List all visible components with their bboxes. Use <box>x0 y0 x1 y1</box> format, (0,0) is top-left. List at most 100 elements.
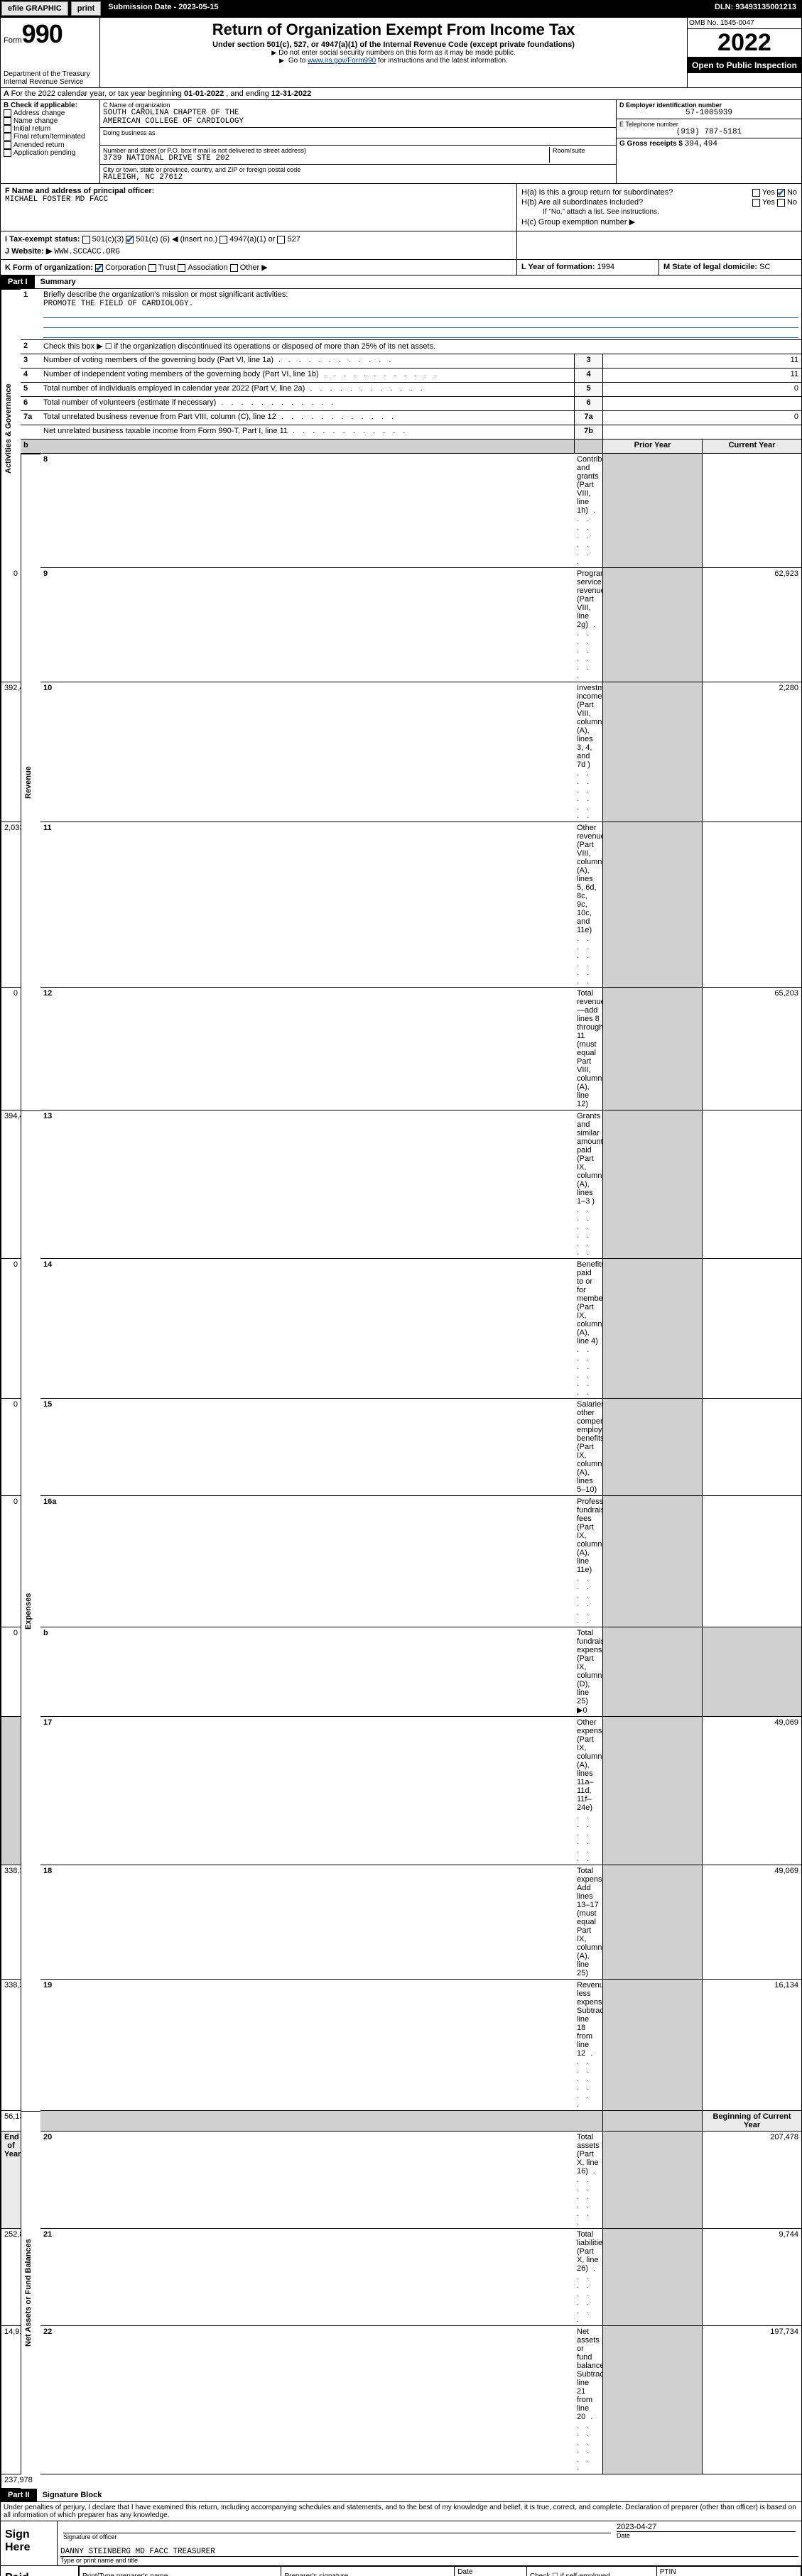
header-right: OMB No. 1545-0047 2022 Open to Public In… <box>688 18 801 87</box>
table-row: Total number of individuals employed in … <box>40 383 574 397</box>
part1-tag: Part I <box>1 275 35 288</box>
gross-value: 394,494 <box>685 140 717 148</box>
part2-header: Part II Signature Block <box>0 2489 802 2502</box>
table-row: Total liabilities (Part X, line 26) <box>574 2229 602 2326</box>
dba-label: Doing business as <box>103 129 613 136</box>
entity-block: B Check if applicable: Address change Na… <box>0 100 802 184</box>
print-button[interactable]: print <box>71 1 101 16</box>
top-bar: efile GRAPHIC print Submission Date - 20… <box>0 0 802 17</box>
officer-name: MICHAEL FOSTER MD FACC <box>5 195 512 204</box>
table-row: Other expenses (Part IX, column (A), lin… <box>574 1717 602 1865</box>
box-c: C Name of organization SOUTH CAROLINA CH… <box>100 100 617 183</box>
prep-sig-col: Preparer's signature <box>281 2567 455 2576</box>
table-row: Net unrelated business taxable income fr… <box>40 425 574 440</box>
table-row: Salaries, other compensation, employee b… <box>574 1399 602 1496</box>
section-net: Net Assets or Fund Balances <box>21 2111 40 2474</box>
table-row: Total assets (Part X, line 16) <box>574 2132 602 2229</box>
org-name-label: C Name of organization <box>103 102 613 109</box>
table-row: Total expenses. Add lines 13–17 (must eq… <box>574 1865 602 1980</box>
table-row: Total revenue—add lines 8 through 11 (mu… <box>574 988 602 1110</box>
part2-tag: Part II <box>1 2489 37 2501</box>
form-number-cell: Form990 Department of the Treasury Inter… <box>1 18 100 87</box>
signer-name-label: Type or print name and title <box>60 2557 798 2564</box>
irs-link[interactable]: www.irs.gov/Form990 <box>308 57 376 65</box>
line-a: A For the 2022 calendar year, or tax yea… <box>0 88 802 100</box>
form-title: Return of Organization Exempt From Incom… <box>103 21 684 39</box>
form-title-cell: Return of Organization Exempt From Incom… <box>100 18 688 87</box>
row-fh: F Name and address of principal officer:… <box>0 184 802 231</box>
dln: DLN: 93493135001213 <box>709 0 802 17</box>
paid-preparer-label: Paid Preparer Use Only <box>1 2566 79 2576</box>
table-row: Revenue less expenses. Subtract line 18 … <box>574 1980 602 2111</box>
row-klm: K Form of organization: Corporation Trus… <box>0 260 802 275</box>
table-row: Net assets or fund balances. Subtract li… <box>574 2326 602 2474</box>
table-row: Other revenue (Part VIII, column (A), li… <box>574 822 602 988</box>
prep-name-col: Print/Type preparer's name <box>80 2567 281 2576</box>
sig-officer-label: Signature of officer <box>63 2533 611 2540</box>
sig-date-label: Date <box>617 2532 796 2539</box>
table-row: Professional fundraising fees (Part IX, … <box>574 1496 602 1627</box>
table-row: Contributions and grants (Part VIII, lin… <box>574 454 602 568</box>
tax-year: 2022 <box>688 29 801 58</box>
summary-table: Activities & Governance 1 Briefly descri… <box>0 289 802 2489</box>
table-row: Program service revenue (Part VIII, line… <box>574 568 602 682</box>
street-value: 3739 NATIONAL DRIVE STE 202 <box>103 154 549 163</box>
col-prior: Prior Year <box>602 440 702 454</box>
box-l: L Year of formation: 1994 <box>517 260 659 275</box>
org-name-2: AMERICAN COLLEGE OF CARDIOLOGY <box>103 117 613 126</box>
goto-note: Go to www.irs.gov/Form990 for instructio… <box>103 57 684 65</box>
table-row: Benefits paid to or for members (Part IX… <box>574 1259 602 1399</box>
room-label: Room/suite <box>553 147 613 154</box>
col-boy: Beginning of Current Year <box>702 2111 801 2132</box>
website-value: WWW.SCCACC.ORG <box>54 248 119 256</box>
box-b: B Check if applicable: Address change Na… <box>1 100 100 183</box>
table-row: Investment income (Part VIII, column (A)… <box>574 682 602 822</box>
box-deg: D Employer identification number 57-1005… <box>617 100 801 183</box>
dept-label: Department of the Treasury <box>4 70 97 78</box>
col-current: Current Year <box>702 440 801 454</box>
table-row: Total unrelated business revenue from Pa… <box>40 411 574 425</box>
box-i: I Tax-exempt status: 501(c)(3) 501(c) (6… <box>5 234 512 244</box>
ein-label: D Employer identification number <box>619 102 722 109</box>
sig-date: 2023-04-27 <box>617 2523 796 2531</box>
open-inspection: Open to Public Inspection <box>688 58 801 73</box>
ein-value: 57-1005939 <box>619 109 798 117</box>
line2-text: Check this box ▶ ☐ if the organization d… <box>40 340 801 354</box>
city-value: RALEIGH, NC 27612 <box>103 173 613 182</box>
efile-button[interactable]: efile GRAPHIC <box>1 1 68 16</box>
phone-label: E Telephone number <box>619 121 798 128</box>
box-k: K Form of organization: Corporation Trus… <box>1 260 517 275</box>
box-j: J Website: ▶ WWW.SCCACC.ORG <box>5 246 512 256</box>
box-h: H(a) Is this a group return for subordin… <box>517 184 801 231</box>
table-row: Number of voting members of the governin… <box>40 354 574 369</box>
section-revenue: Revenue <box>21 454 40 1110</box>
box-f: F Name and address of principal officer:… <box>1 184 517 231</box>
section-governance: Activities & Governance <box>1 289 21 568</box>
street-label: Number and street (or P.O. box if mail i… <box>103 147 549 154</box>
sign-here-label: Sign Here <box>1 2521 58 2565</box>
row-ij: I Tax-exempt status: 501(c)(3) 501(c) (6… <box>0 231 802 260</box>
phone-value: (919) 787-5181 <box>619 128 798 136</box>
box-m: M State of legal domicile: SC <box>659 260 801 275</box>
section-expenses: Expenses <box>21 1110 40 2111</box>
part2-title: Signature Block <box>37 2489 108 2501</box>
ssn-note: Do not enter social security numbers on … <box>103 49 684 57</box>
part1-header: Part I Summary <box>0 275 802 289</box>
form-subtitle: Under section 501(c), 527, or 4947(a)(1)… <box>103 40 684 49</box>
part1-title: Summary <box>35 275 82 288</box>
line1-label: Briefly describe the organization's miss… <box>43 290 288 299</box>
sign-here-block: Sign Here Signature of officer 2023-04-2… <box>0 2521 802 2566</box>
form-header: Form990 Department of the Treasury Inter… <box>0 17 802 88</box>
table-row: Number of independent voting members of … <box>40 369 574 383</box>
prep-check-col: Check ☐ if self-employed <box>526 2567 656 2576</box>
table-row: Grants and similar amounts paid (Part IX… <box>574 1110 602 1259</box>
org-name-1: SOUTH CAROLINA CHAPTER OF THE <box>103 109 613 117</box>
irs-label: Internal Revenue Service <box>4 78 97 86</box>
table-row: Total fundraising expenses (Part IX, col… <box>574 1627 602 1717</box>
omb-number: OMB No. 1545-0047 <box>688 18 801 29</box>
table-row: Total number of volunteers (estimate if … <box>40 397 574 411</box>
paid-preparer-block: Paid Preparer Use Only Print/Type prepar… <box>0 2566 802 2576</box>
perjury-text: Under penalties of perjury, I declare th… <box>0 2502 802 2521</box>
signer-name: DANNY STEINBERG MD FACC TREASURER <box>60 2548 798 2556</box>
gross-label: G Gross receipts $ <box>619 140 683 148</box>
